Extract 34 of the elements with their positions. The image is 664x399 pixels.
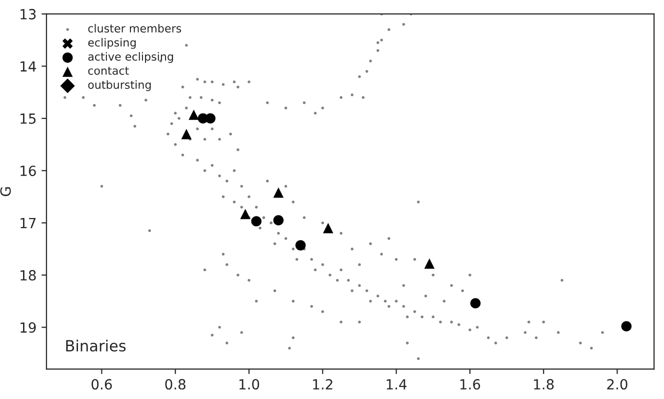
x-tick-label: 1.2 (313, 379, 332, 390)
point (251, 216, 262, 226)
legend-label: contact (88, 66, 129, 75)
point (205, 113, 216, 124)
point (240, 208, 250, 220)
point (273, 215, 284, 226)
point (188, 110, 199, 120)
y-tick-label: 19 (20, 322, 36, 333)
point (470, 298, 481, 308)
x-tick-label: 0.6 (92, 379, 112, 390)
annotation: Binaries (66, 340, 126, 352)
point (621, 321, 632, 332)
x-tick-label: 1.4 (386, 379, 407, 390)
y-tick-label: 14 (20, 61, 36, 72)
legend-label: eclipsing (88, 38, 136, 49)
y-tick-label: 16 (20, 166, 36, 176)
point (424, 258, 435, 269)
x-tick-label: 1.8 (534, 379, 554, 390)
x-tick-label: 1.0 (239, 379, 260, 390)
point (323, 222, 334, 234)
legend-label: active eclipsing (88, 52, 174, 63)
y-tick-label: 15 (20, 114, 36, 124)
legend-label: cluster members (88, 24, 182, 33)
y-tick-label: 18 (20, 270, 36, 281)
x-tick-label: 2.0 (607, 379, 628, 390)
y-axis-title: G (0, 187, 11, 196)
y-tick-label: 13 (20, 8, 36, 20)
y-tick-label: 17 (20, 218, 36, 228)
point (295, 240, 306, 250)
x-tick-label: 0.8 (165, 379, 186, 390)
point (181, 128, 192, 140)
legend-label: outbursting (88, 80, 151, 92)
x-tick-label: 1.6 (460, 379, 480, 390)
point (273, 187, 284, 198)
